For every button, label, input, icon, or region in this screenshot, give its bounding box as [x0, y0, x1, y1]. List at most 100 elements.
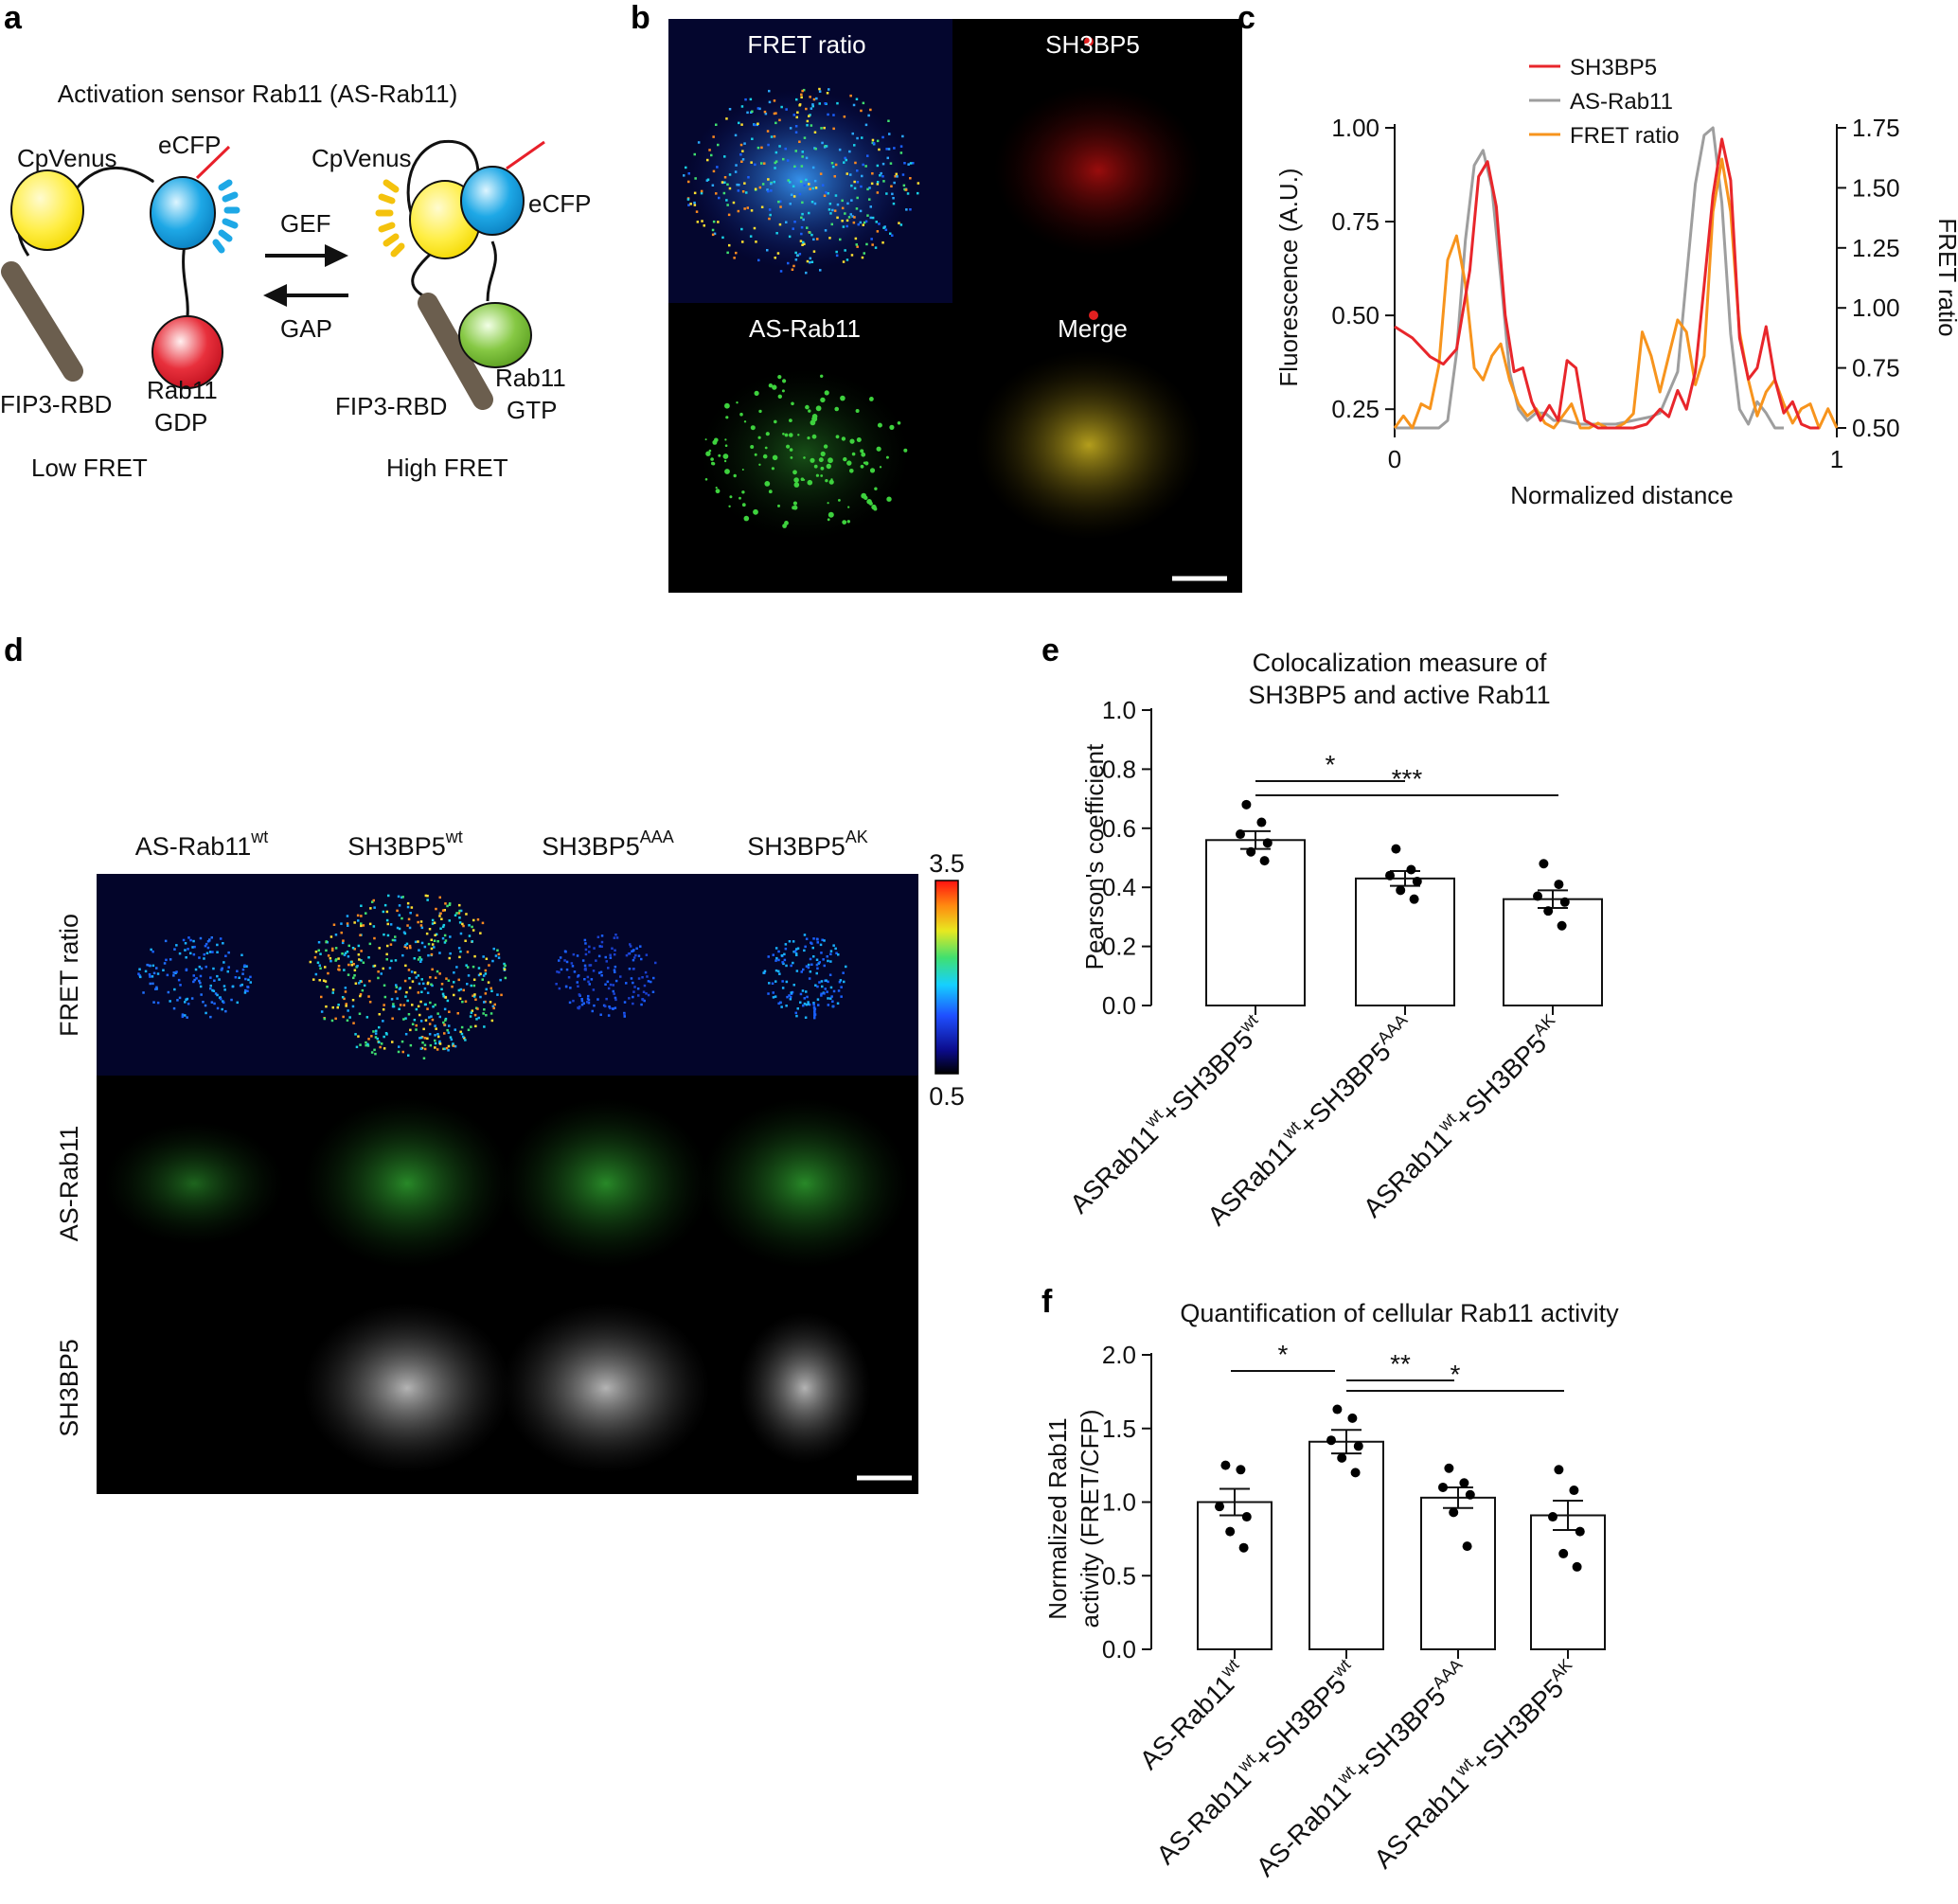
- fret-speckle: [778, 972, 781, 975]
- ecfp-linker-right: [506, 140, 545, 170]
- panel-label-b: b: [631, 0, 650, 36]
- fret-speckle: [380, 972, 383, 975]
- speckle: [803, 136, 807, 139]
- fret-speckle: [612, 989, 614, 993]
- speckle: [790, 456, 793, 459]
- speckle: [737, 189, 740, 192]
- speckle: [741, 469, 744, 471]
- speckle: [825, 145, 828, 148]
- fret-speckle: [394, 990, 398, 993]
- speckle: [815, 473, 820, 477]
- fret-speckle: [430, 983, 433, 986]
- speckle: [794, 125, 798, 128]
- speckle: [789, 127, 792, 130]
- speckle: [769, 213, 772, 217]
- fret-speckle: [383, 903, 387, 907]
- fret-speckle: [596, 998, 599, 1001]
- fret-speckle: [444, 1017, 448, 1021]
- fret-speckle: [422, 982, 425, 986]
- speckle: [700, 191, 703, 195]
- speckle: [830, 222, 833, 226]
- fret-speckle: [452, 1042, 454, 1045]
- speckle: [728, 505, 731, 507]
- speckle: [856, 196, 859, 200]
- speckle: [864, 461, 869, 466]
- speckle: [740, 160, 743, 163]
- fret-speckle: [650, 980, 652, 984]
- speckle: [849, 469, 854, 473]
- fret-speckle: [368, 979, 371, 983]
- asrab11-cell-4: [701, 1098, 909, 1269]
- speckle: [708, 149, 711, 151]
- fret-speckle: [356, 965, 359, 968]
- fret-speckle: [781, 961, 784, 964]
- fret-speckle: [597, 971, 601, 974]
- speckle: [754, 163, 756, 167]
- fret-speckle: [623, 1015, 626, 1018]
- fret-speckle: [422, 1027, 425, 1031]
- fret-speckle: [474, 998, 477, 1001]
- fret-speckle: [347, 944, 350, 948]
- speckle: [806, 226, 809, 229]
- fret-speckle: [436, 1048, 439, 1051]
- fret-speckle: [213, 1002, 216, 1005]
- fret-speckle: [227, 951, 230, 954]
- fret-speckle: [457, 912, 461, 915]
- fret-speckle: [360, 959, 363, 962]
- label-gdp: GDP: [154, 408, 207, 436]
- fret-speckle: [449, 952, 452, 955]
- speckle: [751, 137, 754, 140]
- fret-speckle: [320, 995, 323, 999]
- fret-speckle: [380, 1042, 383, 1045]
- fret-speckle: [440, 983, 444, 986]
- fret-speckle: [774, 959, 777, 962]
- fret-speckle: [362, 961, 365, 964]
- fret-speckle: [213, 979, 216, 982]
- fret-speckle: [374, 1036, 378, 1039]
- fret-speckle: [458, 921, 462, 924]
- speckle: [712, 439, 718, 445]
- fret-speckle: [167, 990, 170, 994]
- fret-speckle: [418, 956, 421, 959]
- fret-speckle: [178, 952, 182, 955]
- speckle: [770, 135, 774, 138]
- fret-speckle: [436, 1033, 439, 1036]
- panel-f-chart: Quantification of cellular Rab11 activit…: [1043, 1299, 1619, 1882]
- fret-speckle: [234, 976, 238, 979]
- speckle: [791, 268, 794, 271]
- bar: [1420, 1496, 1496, 1650]
- speckle: [733, 257, 736, 259]
- speckle: [799, 180, 803, 183]
- fret-speckle: [808, 977, 811, 980]
- data-point: [1449, 1507, 1459, 1518]
- fret-speckle: [354, 982, 358, 985]
- fret-speckle: [775, 956, 778, 960]
- speckle: [840, 395, 846, 401]
- fret-speckle: [433, 939, 436, 942]
- fret-speckle: [428, 928, 432, 931]
- fret-speckle: [377, 970, 380, 973]
- fret-speckle: [783, 958, 787, 962]
- fret-speckle: [360, 950, 363, 952]
- fret-speckle: [820, 994, 823, 997]
- fret-speckle: [829, 997, 832, 1000]
- data-point: [1337, 1452, 1347, 1463]
- fret-speckle: [413, 1019, 417, 1022]
- speckle: [773, 99, 776, 102]
- fret-speckle: [802, 968, 805, 971]
- category-label: AS-Rab11wt+SH3BP5AAA: [1249, 1655, 1476, 1882]
- fret-speckle: [489, 1001, 492, 1004]
- fret-speckle: [447, 1031, 451, 1034]
- speckle: [853, 187, 857, 190]
- panel-c-left-tick-label: 0.25: [1331, 395, 1380, 423]
- fret-speckle: [374, 1032, 378, 1035]
- fret-speckle: [209, 987, 212, 990]
- fret-speckle: [613, 936, 616, 939]
- fret-speckle: [210, 936, 213, 939]
- speckle: [743, 515, 750, 522]
- speckle: [886, 496, 892, 502]
- fret-speckle: [641, 976, 644, 979]
- fret-speckle: [805, 1003, 809, 1006]
- fret-speckle: [435, 1027, 437, 1030]
- fret-speckle: [246, 989, 249, 992]
